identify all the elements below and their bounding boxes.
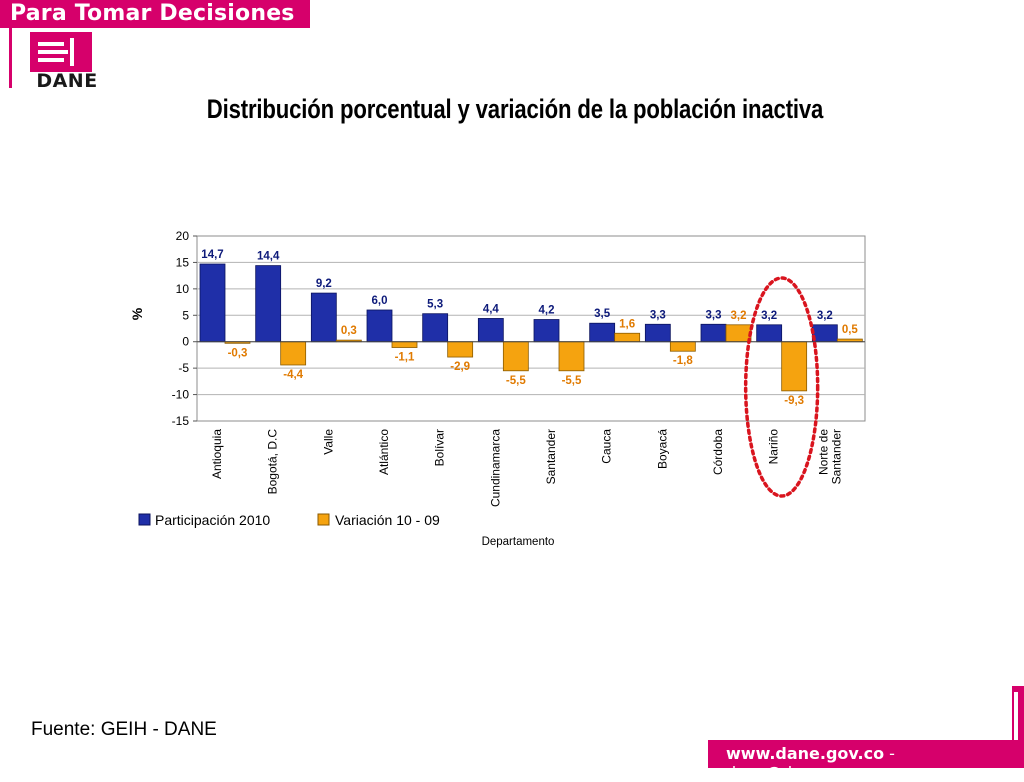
footer-url-link[interactable]: www.dane.gov.co bbox=[726, 744, 885, 763]
bar-participacion bbox=[811, 324, 838, 343]
top-banner: Para Tomar Decisiones bbox=[0, 0, 310, 28]
bar-participacion bbox=[310, 292, 337, 343]
data-label-variacion: 0,5 bbox=[842, 324, 859, 336]
data-label-participacion: 4,4 bbox=[483, 303, 500, 315]
footer-email-link[interactable]: dane@dane.gov.co bbox=[726, 763, 879, 782]
logo-wordmark: DANE bbox=[36, 70, 98, 92]
data-label-participacion: 5,3 bbox=[427, 299, 443, 311]
banner-title: Para Tomar Decisiones bbox=[10, 1, 295, 26]
data-label-variacion: -0,3 bbox=[228, 347, 248, 359]
bar-participacion bbox=[366, 309, 393, 343]
bar-participacion bbox=[199, 263, 226, 343]
data-label-participacion: 4,2 bbox=[539, 305, 555, 317]
data-label-variacion: -2,9 bbox=[450, 361, 470, 373]
data-label-variacion: -1,1 bbox=[395, 352, 415, 364]
data-label-variacion: -1,8 bbox=[673, 355, 693, 367]
x-tick-label: Boyacá bbox=[655, 429, 669, 469]
bar-variacion bbox=[391, 341, 418, 348]
bar-variacion bbox=[280, 341, 307, 366]
right-accent-gap bbox=[1014, 692, 1018, 740]
data-label-variacion: 0,3 bbox=[341, 325, 357, 337]
bar-variacion bbox=[725, 324, 752, 343]
y-tick-label: 5 bbox=[182, 308, 189, 322]
data-label-variacion: -5,5 bbox=[506, 375, 526, 387]
y-tick-label: 10 bbox=[176, 282, 190, 296]
x-tick-label: Córdoba bbox=[711, 429, 725, 475]
data-label-participacion: 14,7 bbox=[201, 249, 223, 261]
plot-area bbox=[196, 235, 866, 422]
source-note: Fuente: GEIH - DANE bbox=[31, 719, 217, 740]
bar-participacion bbox=[477, 318, 504, 343]
bar-participacion bbox=[644, 323, 671, 343]
x-tick-label: Nariño bbox=[767, 429, 781, 465]
x-tick-label: Valle bbox=[321, 429, 335, 455]
x-axis-label: Departamento bbox=[482, 536, 555, 548]
bar-participacion bbox=[533, 319, 560, 343]
dane-logo-icon bbox=[30, 32, 92, 72]
bar-variacion bbox=[669, 341, 696, 352]
y-tick-label: 20 bbox=[176, 229, 190, 243]
x-tick-label: Bogotá, D.C bbox=[266, 429, 280, 495]
bar-variacion bbox=[558, 341, 585, 372]
legend-label-participacion: Participación 2010 bbox=[155, 512, 270, 528]
data-label-variacion: -5,5 bbox=[562, 375, 582, 387]
y-tick-label: -5 bbox=[178, 361, 189, 375]
x-tick-label: Atlántico bbox=[377, 429, 391, 475]
data-label-participacion: 3,3 bbox=[650, 309, 666, 321]
data-label-participacion: 6,0 bbox=[372, 295, 388, 307]
x-tick-label: Cauca bbox=[600, 429, 614, 464]
bar-variacion bbox=[614, 332, 641, 343]
chart-title: Distribución porcentual y variación de l… bbox=[206, 94, 824, 124]
data-label-participacion: 3,3 bbox=[706, 309, 722, 321]
y-tick-label: 0 bbox=[182, 335, 189, 349]
highlight-ellipse bbox=[743, 276, 820, 498]
legend-swatch-participacion bbox=[138, 513, 151, 526]
left-accent-rule bbox=[9, 28, 12, 88]
x-tick-label: Norte de bbox=[816, 429, 830, 475]
bar-participacion bbox=[589, 322, 616, 343]
data-label-participacion: 3,2 bbox=[761, 310, 777, 322]
bar-participacion bbox=[422, 313, 449, 343]
y-tick-label: 15 bbox=[176, 255, 190, 269]
x-tick-label: Santander bbox=[544, 429, 558, 484]
x-tick-label: Cundinamarca bbox=[488, 429, 502, 507]
data-label-variacion: -9,3 bbox=[784, 395, 804, 407]
bar-variacion bbox=[781, 341, 808, 392]
x-tick-label: Bolívar bbox=[433, 429, 447, 466]
legend-swatch-variacion bbox=[317, 513, 330, 526]
legend-label-variacion: Variación 10 - 09 bbox=[335, 512, 440, 528]
bar-participacion bbox=[255, 265, 282, 343]
x-tick-label: Antioquia bbox=[210, 429, 224, 479]
bar-participacion bbox=[700, 323, 727, 343]
bar-participacion bbox=[756, 324, 783, 343]
data-label-variacion: -4,4 bbox=[283, 369, 303, 381]
bar-variacion bbox=[502, 341, 529, 372]
data-label-participacion: 3,5 bbox=[594, 308, 611, 320]
footer-contact: www.dane.gov.co - dane@dane.gov.co bbox=[726, 744, 1024, 782]
data-label-variacion: 3,2 bbox=[731, 310, 747, 322]
data-label-participacion: 14,4 bbox=[257, 251, 280, 263]
data-label-participacion: 9,2 bbox=[316, 278, 332, 290]
data-label-participacion: 3,2 bbox=[817, 310, 833, 322]
y-tick-label: -10 bbox=[172, 388, 190, 402]
y-axis-label: % bbox=[129, 307, 145, 320]
bar-variacion bbox=[447, 341, 474, 358]
x-tick-label: Santander bbox=[829, 429, 843, 484]
y-tick-label: -15 bbox=[172, 414, 190, 428]
data-label-variacion: 1,6 bbox=[619, 318, 635, 330]
footer-separator: - bbox=[884, 744, 895, 763]
footer-bar: www.dane.gov.co - dane@dane.gov.co bbox=[708, 740, 1024, 782]
